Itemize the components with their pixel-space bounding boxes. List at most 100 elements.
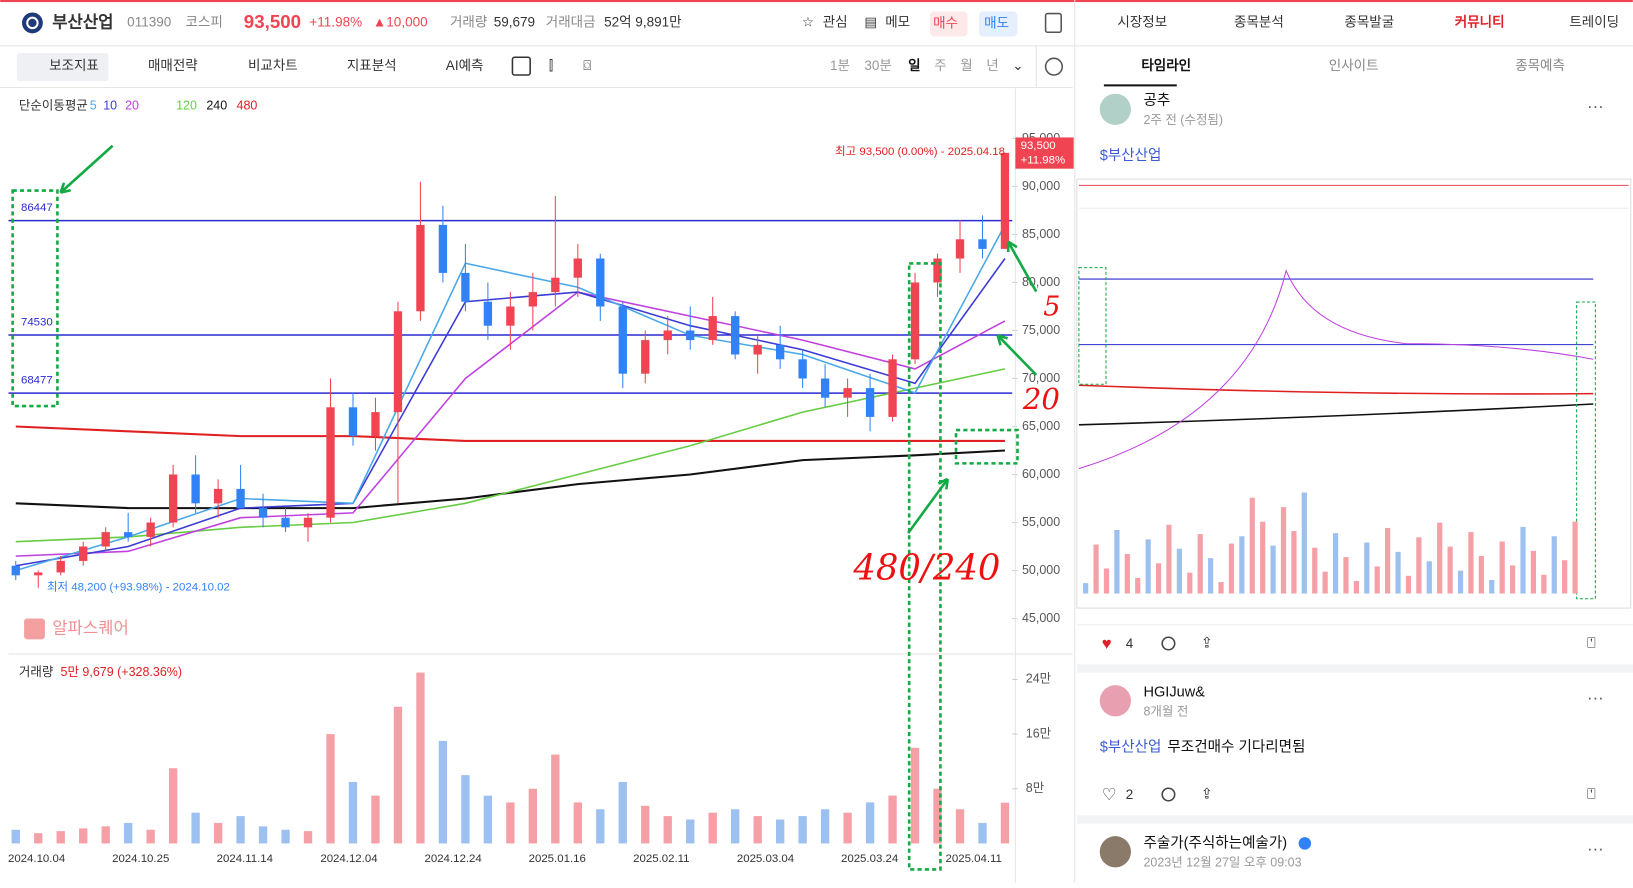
sell-button[interactable]: 매도 <box>984 16 1009 31</box>
panel-icon[interactable] <box>1044 12 1062 34</box>
share-icon[interactable]: ⇪ <box>1201 786 1213 802</box>
volume-bar <box>371 795 380 844</box>
sell-button[interactable] <box>978 11 1018 37</box>
buy-button[interactable] <box>929 11 968 37</box>
ma-legend-item: 120 <box>176 99 197 113</box>
volume-bar <box>191 812 200 844</box>
y-tick-label: 75,000 <box>1022 323 1060 337</box>
logo <box>26 16 39 30</box>
panel-tab[interactable]: 인사이트 <box>1329 58 1379 73</box>
candle-body <box>933 258 942 283</box>
candle-body <box>888 359 897 417</box>
ma-legend-item: 5 <box>90 99 97 113</box>
more-button[interactable]: ··· <box>1587 688 1604 707</box>
settings-icon[interactable] <box>1044 57 1064 76</box>
like-icon[interactable]: ♥ <box>1102 634 1112 653</box>
y-tick-label: 45,000 <box>1022 611 1060 625</box>
panel-tab[interactable]: 종목예측 <box>1515 58 1565 73</box>
more-button[interactable]: ··· <box>1587 97 1604 116</box>
buy-button[interactable]: 매수 <box>933 16 958 31</box>
handwritten-note: 5 <box>1043 292 1060 323</box>
comment-icon[interactable] <box>1161 787 1176 802</box>
candle-body <box>596 258 605 307</box>
candle-body <box>843 388 852 398</box>
volume-bar <box>168 768 178 844</box>
post-time: 8개월 전 <box>1143 705 1188 719</box>
post-image-bar <box>1343 557 1349 594</box>
period-button[interactable]: 년 <box>986 58 998 73</box>
toolbar-button[interactable]: 보조지표 <box>49 58 99 73</box>
candle-body <box>483 301 493 326</box>
toolbar-button[interactable]: AI예측 <box>446 58 484 73</box>
toolbar-button[interactable]: 지표분석 <box>347 58 397 73</box>
post-image-bar <box>1322 571 1328 594</box>
nav-tab[interactable]: 시장정보 <box>1117 14 1167 29</box>
comment-icon[interactable] <box>1161 636 1176 651</box>
annotation-arrow <box>59 144 114 194</box>
volume-bar <box>393 706 403 844</box>
memo-button[interactable]: 메모 <box>885 14 910 29</box>
candle-body <box>124 532 133 537</box>
avatar <box>1099 685 1131 717</box>
period-button[interactable]: 주 <box>934 58 946 73</box>
volume-bar <box>348 781 358 844</box>
icon[interactable]: ⫿ <box>549 58 553 73</box>
volume-bar <box>11 829 20 844</box>
post-image-box <box>1078 267 1107 385</box>
stock-tag[interactable]: $부산산업 <box>1100 738 1162 755</box>
bookmark-icon[interactable]: ⍞ <box>1587 786 1596 802</box>
y-tick-label: 60,000 <box>1022 467 1060 481</box>
x-tick-label: 2024.11.14 <box>217 853 274 865</box>
post-image-bar <box>1228 543 1235 594</box>
post-image-bar <box>1478 556 1484 594</box>
top-bar <box>0 0 1633 3</box>
share-icon[interactable]: ⇪ <box>1201 635 1213 651</box>
post-image-bar <box>1208 558 1214 594</box>
candle-body <box>641 340 650 374</box>
bookmark-icon[interactable]: ⍞ <box>1587 635 1596 651</box>
volume-bar <box>416 672 425 844</box>
candle-body <box>326 407 335 518</box>
period-button[interactable]: 월 <box>960 58 972 73</box>
candle-body <box>775 344 785 360</box>
low-note: 최저 48,200 (+93.98%) - 2024.10.02 <box>47 580 230 593</box>
nav-tab[interactable]: 종목발굴 <box>1344 14 1394 29</box>
post-image-bar <box>1520 526 1526 594</box>
annotation-box <box>907 262 942 871</box>
user-name: 주술가(주식하는예술가) <box>1143 834 1287 851</box>
toolbar-active[interactable] <box>16 53 109 82</box>
candle-body <box>551 277 560 293</box>
volume-bar <box>56 831 65 844</box>
amount-label: 거래대금 <box>546 14 596 29</box>
more-button[interactable]: ··· <box>1587 839 1604 858</box>
volume-bar <box>1000 802 1010 844</box>
icon[interactable] <box>511 56 531 76</box>
stock-tag[interactable]: $부산산업 <box>1100 147 1162 164</box>
nav-tab[interactable]: 종목분석 <box>1234 14 1284 29</box>
volume-tick-label: 8만 <box>1026 781 1045 795</box>
icon[interactable]: ⌄ <box>1012 58 1023 73</box>
nav-tab[interactable]: 트레이딩 <box>1569 14 1619 29</box>
icon[interactable]: ⌼ <box>583 58 591 73</box>
post-image-bar <box>1385 527 1391 594</box>
nav-tab[interactable]: 커뮤니티 <box>1455 14 1505 29</box>
moving-average <box>15 425 1005 442</box>
post-image-bar <box>1541 574 1547 594</box>
stock-name: 부산산업 <box>52 12 113 31</box>
post-image-bar <box>1499 541 1505 594</box>
panel-tab[interactable]: 타임라인 <box>1141 57 1191 73</box>
moving-average <box>15 258 1006 567</box>
period-button[interactable]: 일 <box>908 58 920 73</box>
watch-button[interactable]: 관심 <box>823 14 848 29</box>
period-button[interactable]: 30분 <box>864 58 891 73</box>
volume-bar <box>843 812 852 844</box>
x-tick-label: 2024.10.04 <box>8 853 66 865</box>
toolbar-button[interactable]: 매매전략 <box>148 58 198 73</box>
toolbar-button[interactable]: 비교차트 <box>248 58 298 73</box>
period-button[interactable]: 1분 <box>830 58 850 73</box>
like-count: 4 <box>1126 636 1134 651</box>
post-image-bar <box>1353 581 1360 594</box>
like-icon[interactable]: ♡ <box>1102 785 1117 804</box>
candle-body <box>461 272 470 302</box>
watermark-icon <box>24 618 45 640</box>
